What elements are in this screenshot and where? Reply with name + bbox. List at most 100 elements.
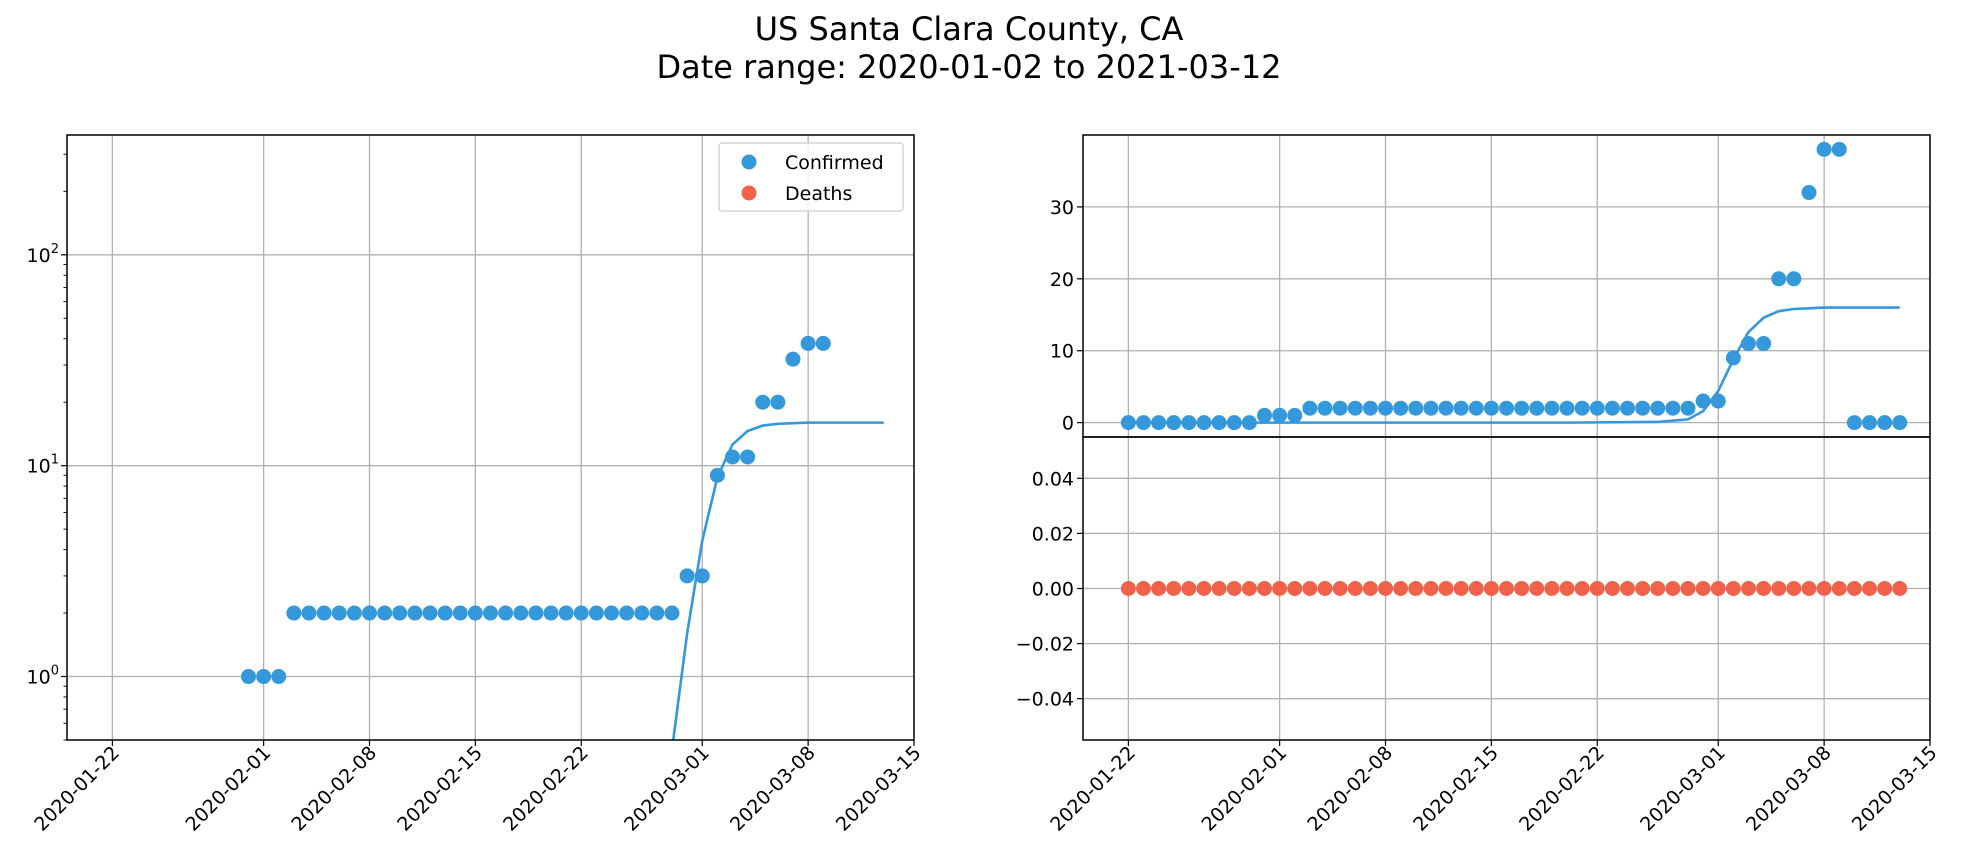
data-point-deaths (1650, 581, 1666, 596)
data-point-confirmed (740, 449, 756, 465)
data-point-confirmed (1332, 400, 1348, 416)
data-point-deaths (1877, 581, 1893, 596)
data-point-deaths (1544, 581, 1560, 596)
data-point-confirmed (1499, 400, 1514, 416)
data-point-confirmed (528, 605, 544, 621)
data-point-confirmed (286, 605, 302, 621)
data-point-deaths (1801, 581, 1817, 596)
data-point-confirmed (1317, 400, 1333, 416)
data-point-confirmed (1604, 400, 1620, 416)
data-point-confirmed (1151, 415, 1167, 431)
data-point-confirmed (1272, 407, 1288, 423)
data-point-confirmed (1574, 400, 1590, 416)
data-point-confirmed (1559, 400, 1575, 416)
data-point-deaths (1287, 581, 1303, 596)
data-point-confirmed (1892, 415, 1908, 431)
data-point-confirmed (1620, 400, 1635, 416)
data-point-deaths (1136, 581, 1151, 596)
x-tick-label: 2020-02-22 (1515, 742, 1609, 836)
y-tick-exponent: 1 (51, 453, 59, 468)
data-point-deaths (1347, 581, 1363, 596)
data-point-confirmed (467, 605, 483, 621)
data-point-confirmed (407, 605, 423, 621)
data-point-confirmed (316, 605, 332, 621)
data-point-confirmed (543, 605, 559, 621)
data-point-confirmed (1120, 415, 1136, 431)
data-point-confirmed (1756, 336, 1772, 352)
data-point-confirmed (588, 605, 604, 621)
legend-label-confirmed: Confirmed (785, 152, 884, 174)
y-tick-label: 100 (27, 664, 59, 689)
data-point-deaths (1710, 581, 1726, 596)
data-point-confirmed (1801, 185, 1817, 201)
data-point-confirmed (1589, 400, 1605, 416)
data-point-confirmed (498, 605, 514, 621)
y-tick-label: 0.04 (1032, 468, 1074, 490)
data-point-confirmed (1514, 400, 1530, 416)
data-point-confirmed (1529, 400, 1545, 416)
data-point-confirmed (377, 605, 393, 621)
x-tick-label: 2020-03-15 (832, 742, 926, 836)
data-point-confirmed (1362, 400, 1378, 416)
data-point-confirmed (1710, 393, 1726, 409)
y-tick-label: −0.02 (1016, 634, 1074, 656)
data-point-confirmed (679, 568, 695, 584)
data-point-confirmed (271, 669, 287, 685)
y-tick-label: 30 (1050, 197, 1074, 219)
data-point-confirmed (1695, 393, 1711, 409)
x-tick-label: 2020-03-15 (1848, 742, 1942, 836)
right-bottom-chart: −0.04 −0.02 0.00 0.02 0.04 2020-01-22 2020-02-… (1016, 436, 1942, 836)
y-tick-label: 0.00 (1032, 579, 1074, 601)
data-point-confirmed (331, 605, 347, 621)
data-point-deaths (1635, 581, 1651, 596)
data-point-deaths (1166, 581, 1182, 596)
data-point-confirmed (346, 605, 362, 621)
data-point-deaths (1408, 581, 1424, 596)
data-point-deaths (1756, 581, 1772, 596)
data-point-deaths (1241, 581, 1257, 596)
x-tick-label: 2020-03-08 (1742, 742, 1836, 836)
data-point-confirmed (619, 605, 635, 621)
data-point-deaths (1846, 581, 1862, 596)
data-point-confirmed (1423, 400, 1439, 416)
x-tick-label: 2020-02-22 (499, 742, 593, 836)
data-point-confirmed (800, 335, 816, 351)
data-point-deaths (1514, 581, 1530, 596)
data-point-deaths (1831, 581, 1847, 596)
data-point-confirmed (1287, 407, 1303, 423)
data-point-confirmed (362, 605, 377, 621)
data-point-confirmed (604, 605, 619, 621)
data-point-confirmed (1196, 415, 1212, 431)
y-tick-label: 0.02 (1032, 523, 1074, 545)
data-point-confirmed (634, 605, 650, 621)
data-point-deaths (1317, 581, 1333, 596)
y-tick-label: 20 (1050, 269, 1074, 291)
x-tick-label: 2020-02-08 (287, 742, 381, 836)
data-point-deaths (1604, 581, 1620, 596)
plot-frame (1082, 134, 1931, 438)
data-point-deaths (1574, 581, 1590, 596)
x-tick-label: 2020-02-15 (393, 742, 487, 836)
data-point-confirmed (785, 351, 801, 367)
data-point-confirmed (1257, 407, 1272, 423)
data-point-deaths (1665, 581, 1681, 596)
data-point-confirmed (1831, 141, 1847, 157)
data-point-confirmed (1468, 400, 1484, 416)
data-point-deaths (1226, 581, 1242, 596)
data-point-confirmed (301, 605, 317, 621)
y-tick-exponent: 2 (51, 242, 59, 257)
data-point-deaths (1589, 581, 1605, 596)
figure-title-line1: US Santa Clara County, CA (755, 10, 1184, 48)
legend-label-deaths: Deaths (785, 183, 852, 205)
data-point-deaths (1816, 581, 1832, 596)
data-point-deaths (1196, 581, 1212, 596)
data-point-confirmed (241, 669, 256, 685)
data-point-deaths (1725, 581, 1741, 596)
plot-frame (1082, 436, 1931, 741)
data-point-confirmed (1241, 415, 1257, 431)
data-point-confirmed (513, 605, 529, 621)
data-point-deaths (1680, 581, 1696, 596)
legend-marker-deaths (741, 185, 757, 201)
data-point-deaths (1741, 581, 1756, 596)
data-point-confirmed (422, 605, 438, 621)
